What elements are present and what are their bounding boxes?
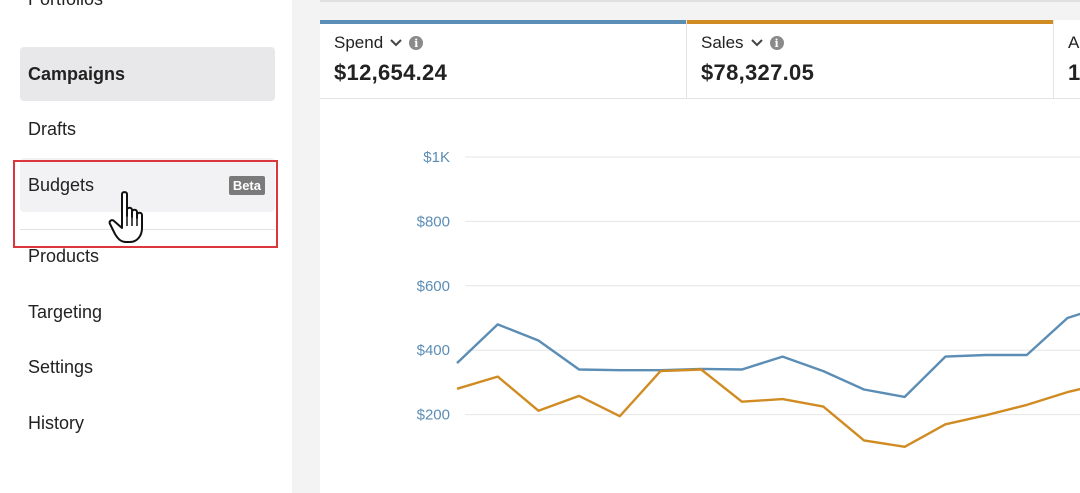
sidebar-item-label: Drafts: [28, 118, 77, 139]
info-icon[interactable]: i: [769, 36, 784, 50]
sidebar-item-label: Products: [28, 245, 100, 266]
metric-label-text: Spend: [334, 33, 384, 52]
sidebar-item-budgets[interactable]: Budgets Beta: [20, 158, 275, 212]
metric-tile-partial[interactable]: A 1: [1054, 20, 1080, 98]
sidebar-item-campaigns[interactable]: Campaigns: [20, 47, 275, 101]
sidebar-item-label: History: [28, 412, 85, 433]
beta-badge: Beta: [228, 175, 265, 195]
info-icon[interactable]: i: [409, 36, 424, 50]
sidebar-item-products[interactable]: Products: [20, 229, 275, 283]
main-content: Spend i $12,654.24 Sales i $78,327.05 A: [292, 0, 1080, 493]
metric-tiles: Spend i $12,654.24 Sales i $78,327.05 A: [320, 20, 1080, 99]
sidebar: Portfolios Campaigns Drafts Budgets Beta Prod…: [0, 0, 292, 493]
y-tick-label: $600: [417, 278, 450, 295]
top-divider: [320, 0, 1080, 2]
metric-label: A: [1068, 33, 1079, 53]
metric-value: $78,327.05: [701, 60, 815, 85]
metric-label-text: Sales: [701, 33, 744, 52]
metric-tile-spend[interactable]: Spend i $12,654.24: [320, 20, 687, 98]
sidebar-item-label: Portfolios: [28, 0, 103, 10]
sidebar-item-drafts[interactable]: Drafts: [20, 102, 275, 156]
metric-value: $12,654.24: [334, 60, 448, 85]
chevron-down-icon[interactable]: [389, 38, 403, 48]
metric-label: Spend i: [334, 33, 424, 53]
series-line-0: [456, 312, 1080, 399]
nav-divider: [20, 229, 275, 230]
y-tick-label: $400: [417, 342, 450, 359]
metric-color-bar: [687, 20, 1053, 24]
metric-value: 1: [1068, 60, 1080, 85]
line-chart-svg: $1K $800 $600 $400 $200: [417, 149, 1080, 448]
sidebar-item-portfolios[interactable]: Portfolios: [20, 0, 275, 26]
y-tick-label: $1K: [423, 149, 450, 166]
sidebar-item-label: Campaigns: [28, 63, 126, 84]
metric-label: Sales i: [701, 33, 784, 53]
chevron-down-icon[interactable]: [750, 38, 764, 48]
performance-chart: $1K $800 $600 $400 $200: [320, 99, 1080, 493]
metric-tile-sales[interactable]: Sales i $78,327.05: [687, 20, 1054, 98]
metric-label-text: A: [1068, 33, 1080, 52]
sidebar-item-label: Targeting: [28, 301, 103, 322]
sidebar-item-label: Budgets: [28, 174, 95, 195]
sidebar-item-targeting[interactable]: Targeting: [20, 285, 275, 339]
series-line-1: [456, 368, 1080, 448]
sidebar-item-label: Settings: [28, 356, 94, 377]
sidebar-item-history[interactable]: History: [20, 396, 275, 450]
sidebar-item-settings[interactable]: Settings: [20, 340, 275, 394]
hand-pointer-cursor-icon: [108, 191, 143, 243]
y-tick-label: $800: [417, 213, 450, 230]
y-tick-label: $200: [417, 407, 450, 424]
metric-color-bar: [320, 20, 686, 24]
